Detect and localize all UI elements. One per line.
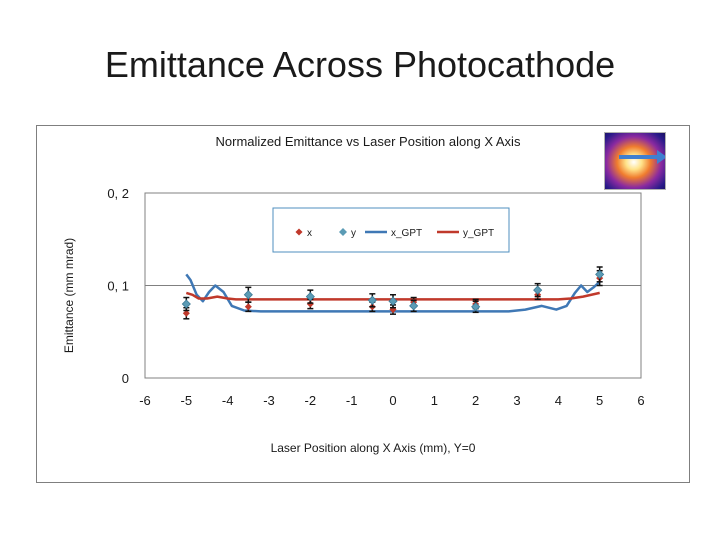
legend-marker-y — [339, 228, 347, 236]
legend-label: x — [307, 228, 312, 239]
x-tick-label: 1 — [431, 393, 438, 408]
beam-spot-thumbnail — [604, 132, 666, 190]
legend-label: y_GPT — [463, 228, 494, 239]
data-point-y — [243, 290, 253, 300]
data-point-y — [367, 295, 377, 305]
x-tick-label: 6 — [637, 393, 644, 408]
data-point-y — [181, 299, 191, 309]
legend-label: y — [351, 228, 356, 239]
legend-label: x_GPT — [391, 228, 422, 239]
data-point-y — [388, 296, 398, 306]
data-point-x — [182, 309, 190, 317]
data-point-y — [533, 285, 543, 295]
x-tick-label: -6 — [139, 393, 151, 408]
slide-title: Emittance Across Photocathode — [104, 44, 616, 85]
x-tick-label: 4 — [555, 393, 562, 408]
legend-box — [272, 207, 510, 253]
data-point-y — [409, 301, 419, 311]
series-line-y-gpt — [185, 291, 600, 301]
y-axis-label: Emittance (mm mrad) — [62, 238, 76, 353]
data-point-x — [244, 303, 252, 311]
data-point-x — [306, 300, 314, 308]
x-tick-label: -2 — [305, 393, 317, 408]
x-tick-label: 0 — [389, 393, 396, 408]
emittance-chart: Normalized Emittance vs Laser Position a… — [62, 134, 645, 455]
y-tick-label: 0, 1 — [107, 279, 129, 294]
chart-container: Normalized Emittance vs Laser Position a… — [36, 125, 690, 483]
data-point-y — [471, 302, 481, 312]
x-tick-label: 3 — [513, 393, 520, 408]
data-point-y — [305, 292, 315, 302]
data-point-y — [595, 269, 605, 279]
direction-arrow-icon — [619, 150, 665, 164]
y-tick-label: 0, 2 — [107, 186, 129, 201]
x-tick-label: -5 — [181, 393, 193, 408]
x-tick-label: -1 — [346, 393, 358, 408]
x-axis-label: Laser Position along X Axis (mm), Y=0 — [271, 441, 476, 455]
y-tick-label: 0 — [122, 371, 129, 386]
legend-marker-x — [295, 228, 303, 236]
x-tick-label: -4 — [222, 393, 234, 408]
x-tick-label: 2 — [472, 393, 479, 408]
x-tick-label: 5 — [596, 393, 603, 408]
chart-title: Normalized Emittance vs Laser Position a… — [216, 134, 521, 149]
x-tick-label: -3 — [263, 393, 275, 408]
